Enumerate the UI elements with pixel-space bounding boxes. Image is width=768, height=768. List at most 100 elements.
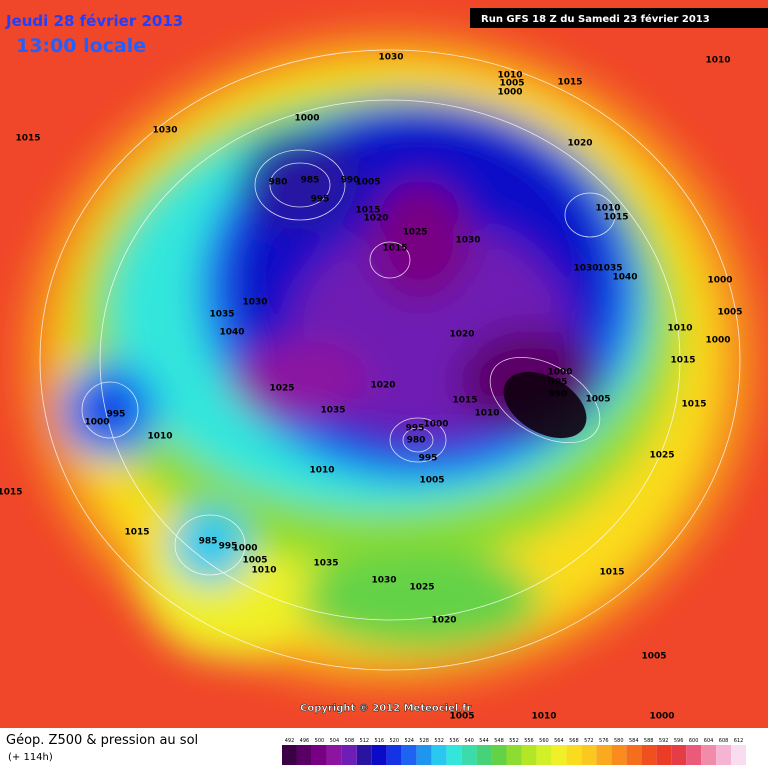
isobar-label: 1005 xyxy=(717,308,742,318)
isobar-label: 1000 xyxy=(649,712,674,722)
isobar-label: 1030 xyxy=(242,298,267,308)
isobar-label: 1010 xyxy=(309,466,334,476)
legend-label: 532 xyxy=(434,738,444,744)
legend-swatch xyxy=(641,745,657,765)
legend-label: 536 xyxy=(449,738,459,744)
isobar-label: 1010 xyxy=(595,204,620,214)
legend-swatch xyxy=(461,745,477,765)
isobar-label: 1010 xyxy=(474,409,499,419)
legend-label: 608 xyxy=(719,738,729,744)
legend-label: 568 xyxy=(569,738,579,744)
isobar-label: 1015 xyxy=(603,213,628,223)
isobar-label: 1000 xyxy=(232,544,257,554)
isobar-label: 1000 xyxy=(84,418,109,428)
isobar-label: 1005 xyxy=(419,476,444,486)
isobar-label: 1005 xyxy=(499,79,524,89)
isobar-label: 980 xyxy=(407,436,426,446)
isobar-label: 1040 xyxy=(612,273,637,283)
isobar-label: 1025 xyxy=(409,583,434,593)
forecast-date: Jeudi 28 février 2013 xyxy=(5,12,183,30)
isobar-label: 1020 xyxy=(370,381,395,391)
isobar-label: 995 xyxy=(549,378,568,388)
isobar-label: 990 xyxy=(341,176,360,186)
isobar-label: 1005 xyxy=(585,395,610,405)
isobar-label: 1000 xyxy=(294,114,319,124)
isobar-label: 1040 xyxy=(219,328,244,338)
legend-label: 504 xyxy=(330,738,340,744)
isobar-label: 1035 xyxy=(313,559,338,569)
isobar-label: 1015 xyxy=(15,134,40,144)
isobar-label: 1015 xyxy=(355,206,380,216)
isobar-label: 990 xyxy=(549,390,568,400)
footer-lead: (+ 114h) xyxy=(8,752,53,763)
legend-label: 528 xyxy=(419,738,429,744)
legend-label: 508 xyxy=(345,738,355,744)
isobar-label: 1020 xyxy=(363,214,388,224)
isobar-label: 1030 xyxy=(152,126,177,136)
copyright: Copyright © 2012 Meteociel.fr xyxy=(300,703,471,714)
isobar-label: 1020 xyxy=(431,616,456,626)
legend-label: 524 xyxy=(404,738,414,744)
legend-swatch xyxy=(446,745,462,765)
legend-swatch xyxy=(371,745,387,765)
isobar-label: 1000 xyxy=(423,420,448,430)
legend-label: 500 xyxy=(315,738,325,744)
legend-label: 540 xyxy=(464,738,474,744)
isobar-label: 995 xyxy=(311,195,330,205)
legend-swatch xyxy=(731,745,746,765)
legend-label: 544 xyxy=(479,738,489,744)
legend-label: 604 xyxy=(704,738,714,744)
legend-swatch xyxy=(536,745,552,765)
isobar-label: 1025 xyxy=(402,228,427,238)
legend-swatch xyxy=(282,745,297,765)
legend-swatch xyxy=(656,745,672,765)
isobar-label: 1010 xyxy=(251,566,276,576)
isobar-label: 995 xyxy=(107,410,126,420)
isobar-label: 1005 xyxy=(449,712,474,722)
isobar-label: 1020 xyxy=(449,330,474,340)
legend-label: 556 xyxy=(524,738,534,744)
legend-swatch xyxy=(506,745,522,765)
legend: 492 496 500 504 508 512 516 520 524 528 532 536 540 5… xyxy=(282,738,746,765)
isobar-label: 1005 xyxy=(641,652,666,662)
legend-swatch xyxy=(326,745,342,765)
legend-label: 572 xyxy=(584,738,594,744)
legend-swatch xyxy=(551,745,567,765)
isobar-label: 985 xyxy=(301,176,320,186)
isobar-label: 1000 xyxy=(547,368,572,378)
legend-swatch xyxy=(416,745,432,765)
forecast-time: 13:00 locale xyxy=(16,35,146,57)
legend-swatch xyxy=(401,745,417,765)
legend-swatch xyxy=(521,745,537,765)
legend-swatch xyxy=(311,745,327,765)
isobar-label: 1025 xyxy=(649,451,674,461)
isobar-label: 1015 xyxy=(0,488,23,498)
legend-label: 600 xyxy=(689,738,699,744)
legend-swatch xyxy=(626,745,642,765)
legend-swatch xyxy=(491,745,507,765)
isobar-label: 1030 xyxy=(455,236,480,246)
legend-label: 520 xyxy=(389,738,399,744)
legend-swatch xyxy=(686,745,702,765)
isobar-label: 1015 xyxy=(452,396,477,406)
legend-swatch xyxy=(431,745,447,765)
isobar-label: 1015 xyxy=(382,244,407,254)
legend-label: 516 xyxy=(375,738,385,744)
isobar-label: 1035 xyxy=(597,264,622,274)
run-box xyxy=(470,8,768,28)
isobar-label: 1005 xyxy=(242,556,267,566)
isobar-label: 1015 xyxy=(670,356,695,366)
legend-swatch xyxy=(356,745,372,765)
legend-label: 492 xyxy=(285,738,295,744)
isobar-label: 1030 xyxy=(371,576,396,586)
legend-label: 548 xyxy=(494,738,504,744)
isobar-label: 1010 xyxy=(147,432,172,442)
legend-swatch xyxy=(476,745,492,765)
legend-label: 580 xyxy=(614,738,624,744)
isobar-label: 1010 xyxy=(667,324,692,334)
isobar-label: 1005 xyxy=(355,178,380,188)
legend-swatch xyxy=(386,745,402,765)
legend-swatch xyxy=(341,745,357,765)
